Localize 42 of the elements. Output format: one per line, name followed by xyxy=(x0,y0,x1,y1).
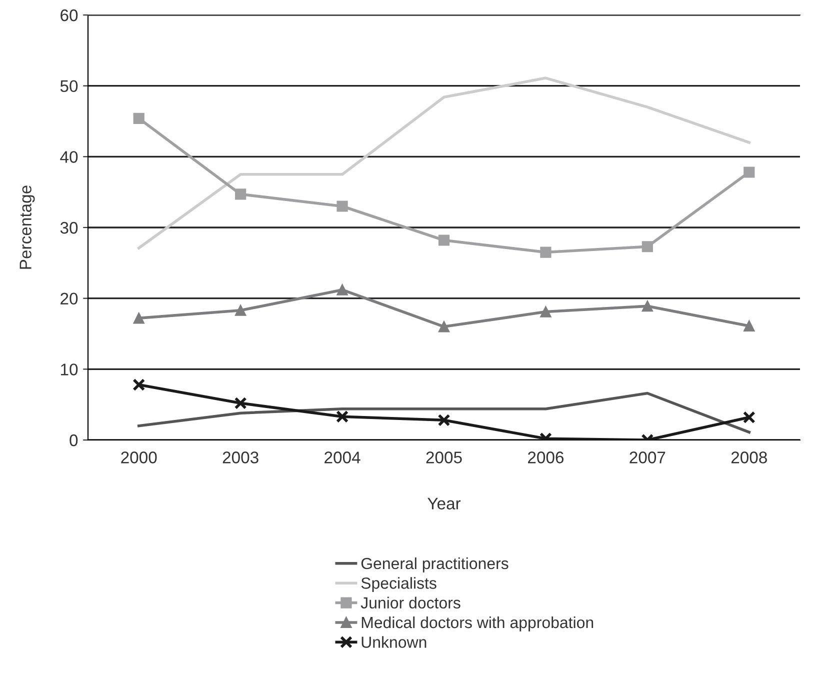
legend-label: General practitioners xyxy=(361,557,508,572)
point xyxy=(133,312,144,324)
point xyxy=(133,112,144,124)
point xyxy=(540,246,552,258)
legend-label: Junior doctors xyxy=(360,596,460,609)
y-tick-label: 20 xyxy=(60,292,78,305)
x-tick-label: 2005 xyxy=(426,452,462,464)
y-tick-label: 10 xyxy=(61,364,78,376)
point xyxy=(642,300,653,312)
legend-label: Unknown xyxy=(362,636,426,648)
line-series xyxy=(137,392,751,434)
y-axis-title: Percentage xyxy=(20,186,35,269)
point xyxy=(744,166,755,178)
point xyxy=(540,306,552,318)
y-tick-label: 30 xyxy=(60,222,78,234)
y-tick-label: 50 xyxy=(60,80,78,92)
point xyxy=(336,284,348,296)
point xyxy=(744,320,755,332)
point xyxy=(235,188,246,200)
x-tick-label: 2003 xyxy=(222,452,258,464)
y-tick-label: 0 xyxy=(70,434,78,446)
point xyxy=(642,241,653,252)
point xyxy=(438,234,450,246)
x-axis-title: Year xyxy=(428,498,461,510)
point xyxy=(132,378,146,391)
line-series xyxy=(137,76,751,250)
legend-label: Medical doctors with approbation xyxy=(362,616,594,632)
x-tick-label: 2007 xyxy=(630,452,666,464)
point xyxy=(742,411,756,424)
x-tick-label: 2008 xyxy=(731,452,767,464)
point xyxy=(438,414,450,426)
x-tick-label: 2000 xyxy=(121,452,157,464)
x-tick-label: 2004 xyxy=(324,452,360,464)
y-tick-label: 60 xyxy=(60,9,78,22)
point xyxy=(234,396,247,410)
point xyxy=(336,200,348,212)
legend-label: Specialists xyxy=(361,577,436,592)
point xyxy=(336,410,349,423)
point xyxy=(235,304,246,316)
point xyxy=(438,321,450,332)
y-tick-label: 40 xyxy=(60,151,78,163)
x-tick-label: 2006 xyxy=(528,452,564,464)
